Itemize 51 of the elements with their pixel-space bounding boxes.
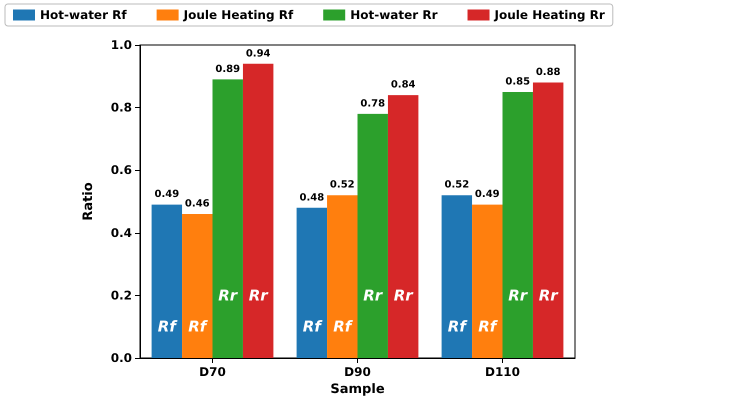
bar — [327, 195, 358, 358]
annotation: Rr — [248, 286, 270, 304]
data-label: 0.84 — [390, 80, 416, 91]
data-label: 0.49 — [474, 189, 500, 200]
annotation: Rf — [333, 318, 354, 336]
x-tick-label: D110 — [484, 365, 520, 379]
data-label: 0.85 — [505, 76, 530, 88]
annotation: Rf — [478, 318, 499, 336]
y-tick-label: 0.6 — [110, 163, 132, 178]
data-label: 0.52 — [444, 180, 470, 191]
y-tick-label: 0.0 — [110, 351, 132, 365]
data-label: 0.94 — [246, 48, 271, 60]
annotation: Rr — [394, 286, 414, 304]
x-tick-label: D70 — [199, 365, 226, 379]
bar — [296, 208, 328, 358]
y-tick-label: 1.0 — [110, 38, 132, 52]
bar — [442, 195, 472, 358]
data-label: 0.88 — [536, 67, 561, 78]
annotation: Rr — [363, 286, 384, 304]
y-tick-label: 0.4 — [110, 226, 132, 240]
annotation: Rr — [218, 286, 239, 304]
data-label: 0.46 — [184, 198, 210, 210]
x-tick-label: D90 — [344, 365, 371, 379]
data-label: 0.49 — [154, 189, 180, 200]
legend-label: Joule Heating Rr — [494, 8, 605, 22]
legend-label: Hot-water Rf — [40, 8, 128, 22]
data-label: 0.78 — [360, 98, 386, 110]
bar — [472, 204, 502, 358]
y-tick-label: 0.2 — [110, 288, 132, 302]
y-axis-title: Ratio — [81, 182, 96, 221]
data-label: 0.89 — [215, 64, 240, 75]
data-label: 0.48 — [299, 192, 324, 204]
annotation: Rf — [188, 318, 209, 336]
legend-label: Hot-water Rr — [350, 8, 438, 22]
bar — [358, 114, 388, 358]
x-axis-title: Sample — [330, 382, 385, 397]
annotation: Rr — [538, 286, 560, 304]
bar — [502, 92, 533, 358]
annotation: Rr — [508, 286, 529, 304]
bar — [532, 82, 564, 358]
annotation: Rf — [158, 318, 178, 336]
bar — [182, 214, 212, 358]
legend-label: Joule Heating Rf — [182, 8, 294, 22]
annotation: Rf — [302, 318, 324, 336]
bar — [152, 204, 182, 358]
bar — [242, 64, 274, 358]
data-label: 0.52 — [330, 180, 355, 191]
bar — [212, 79, 243, 358]
bar — [388, 95, 418, 358]
y-tick-label: 0.8 — [110, 100, 132, 115]
annotation: Rf — [448, 318, 468, 336]
